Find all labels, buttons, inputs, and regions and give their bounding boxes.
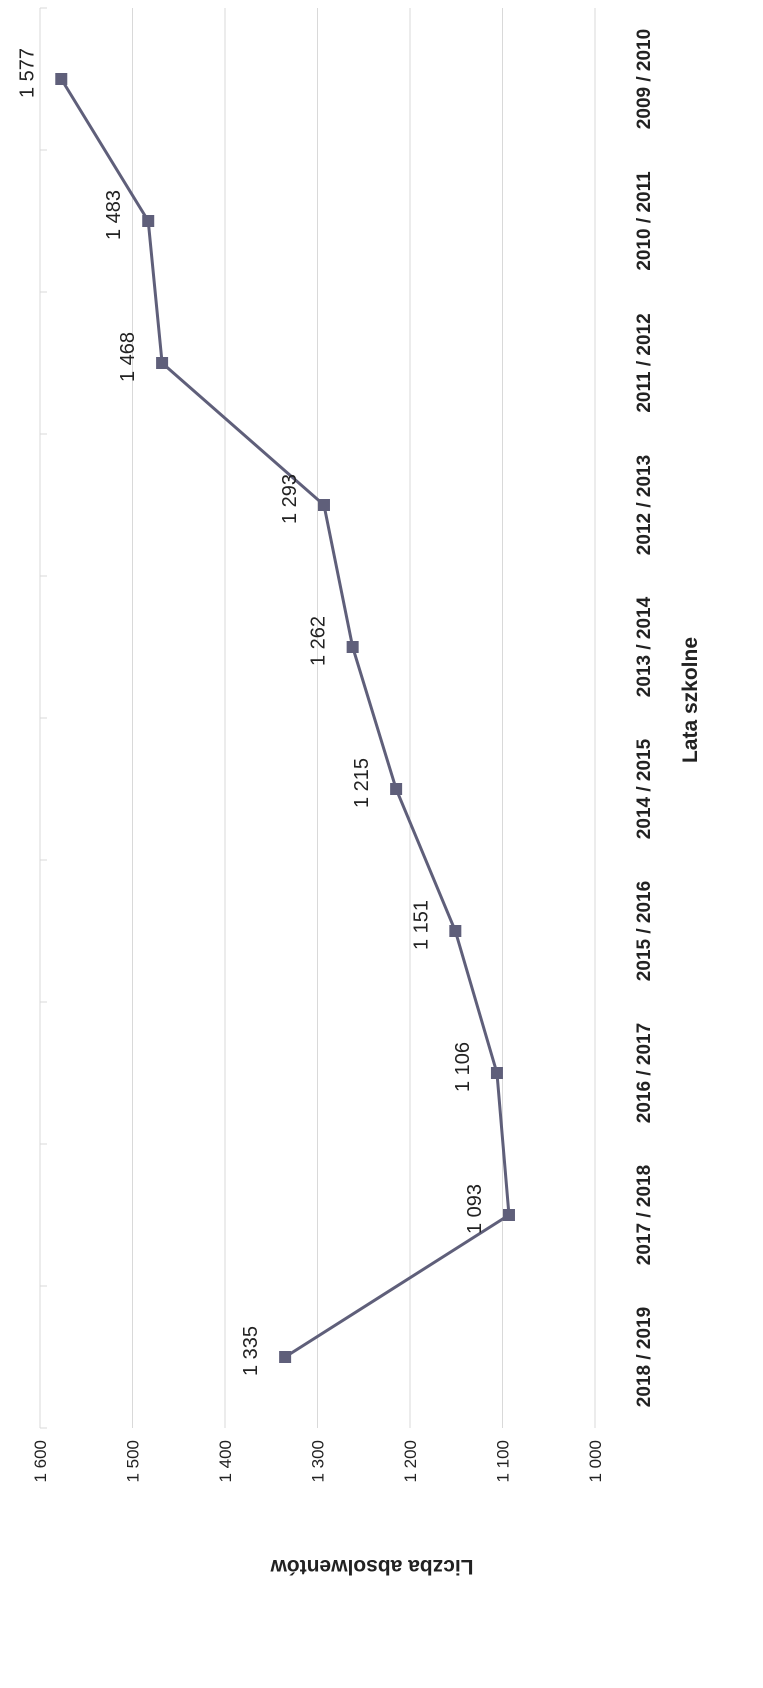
category-tick-label: 2017 / 2018 xyxy=(634,1165,655,1265)
value-tick-label: 1 300 xyxy=(309,1440,328,1483)
data-point xyxy=(490,1067,503,1079)
category-tick-label: 2013 / 2014 xyxy=(634,596,655,697)
data-label: 1 215 xyxy=(351,758,373,808)
data-label: 1 093 xyxy=(464,1184,486,1234)
category-axis-ticks: 2009 / 2010 2010 / 2011 2011 / 2012 2012 / … xyxy=(634,29,655,1407)
data-label: 1 483 xyxy=(103,190,125,240)
category-tick-label: 2018 / 2019 xyxy=(634,1307,655,1407)
value-tick-label: 1 600 xyxy=(31,1440,50,1483)
data-point xyxy=(390,783,403,795)
value-tick-label: 1 500 xyxy=(124,1440,143,1483)
data-point xyxy=(156,357,169,369)
category-tick-label: 2010 / 2011 xyxy=(634,171,655,271)
category-axis-title: Lata szkolne xyxy=(679,637,702,763)
data-label: 1 151 xyxy=(410,900,432,950)
value-axis-ticks: 1 600 1 500 1 400 1 300 1 200 1 100 1 000 xyxy=(31,1440,605,1483)
series xyxy=(55,73,515,1363)
data-point xyxy=(279,1351,292,1363)
series-line xyxy=(59,78,511,1359)
data-label: 1 468 xyxy=(117,332,139,382)
data-label: 1 577 xyxy=(16,48,38,98)
value-tick-label: 1 100 xyxy=(494,1440,513,1483)
data-label: 1 262 xyxy=(308,616,330,666)
data-label: 1 335 xyxy=(240,1326,262,1376)
data-label: 1 106 xyxy=(452,1042,474,1092)
data-label: 1 293 xyxy=(279,474,301,524)
value-tick-label: 1 000 xyxy=(586,1440,605,1483)
value-tick-label: 1 200 xyxy=(401,1440,420,1483)
data-point xyxy=(142,215,155,227)
data-point xyxy=(55,73,68,85)
data-point xyxy=(317,499,330,511)
category-tick-label: 2016 / 2017 xyxy=(634,1023,655,1123)
data-point xyxy=(449,925,462,937)
data-point xyxy=(346,641,359,653)
category-tick-label: 2014 / 2015 xyxy=(634,738,655,839)
category-tick-label: 2012 / 2013 xyxy=(634,455,655,555)
category-tick-label: 2015 / 2016 xyxy=(634,881,655,981)
value-axis-title: Liczba absolwentów xyxy=(270,1555,474,1578)
data-point xyxy=(502,1209,515,1221)
category-tick-label: 2011 / 2012 xyxy=(634,313,655,412)
gridlines xyxy=(39,7,596,1429)
category-tick-label: 2009 / 2010 xyxy=(634,29,655,129)
data-labels: 1 577 1 483 1 468 1 293 1 262 1 215 1 151 1 106… xyxy=(16,48,486,1376)
value-tick-label: 1 400 xyxy=(216,1440,235,1483)
